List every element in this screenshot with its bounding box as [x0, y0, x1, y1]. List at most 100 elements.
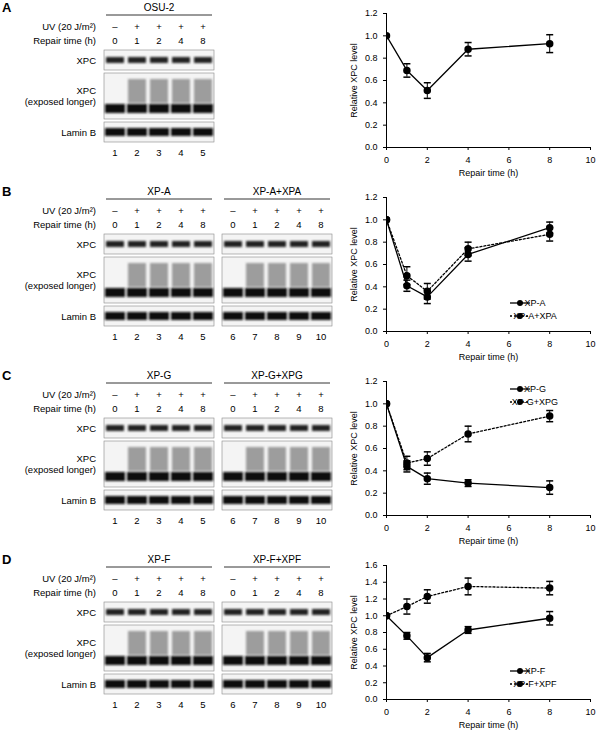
svg-text:0.2: 0.2: [365, 304, 378, 314]
svg-text:6: 6: [230, 699, 235, 710]
svg-text:+: +: [274, 573, 280, 584]
svg-text:9: 9: [296, 515, 301, 526]
svg-text:+: +: [178, 573, 184, 584]
svg-text:8: 8: [274, 515, 279, 526]
svg-text:2: 2: [156, 587, 161, 598]
svg-text:+: +: [156, 573, 162, 584]
svg-text:8: 8: [547, 707, 552, 717]
svg-text:XPC(exposed longer): XPC(exposed longer): [25, 453, 96, 475]
svg-text:2: 2: [425, 155, 430, 165]
svg-text:5: 5: [200, 699, 205, 710]
svg-text:6: 6: [230, 515, 235, 526]
svg-text:XP-G+XPG: XP-G+XPG: [251, 370, 303, 381]
svg-text:1: 1: [134, 35, 139, 46]
svg-text:2: 2: [425, 707, 430, 717]
svg-text:5: 5: [200, 515, 205, 526]
svg-text:Lamin B: Lamin B: [61, 495, 96, 506]
svg-text:8: 8: [318, 219, 323, 230]
svg-text:5: 5: [200, 147, 205, 158]
svg-text:+: +: [318, 573, 324, 584]
svg-text:UV (20 J/m²): UV (20 J/m²): [42, 21, 96, 32]
svg-text:+: +: [178, 389, 184, 400]
svg-text:XPC: XPC: [76, 423, 96, 434]
svg-text:2: 2: [274, 587, 279, 598]
svg-text:4: 4: [296, 219, 301, 230]
svg-text:8: 8: [200, 403, 205, 414]
svg-text:4: 4: [178, 587, 183, 598]
svg-text:D: D: [2, 552, 11, 567]
svg-text:Repair time (h): Repair time (h): [459, 720, 519, 730]
svg-text:+: +: [252, 389, 258, 400]
svg-text:0: 0: [112, 587, 117, 598]
svg-text:1: 1: [134, 403, 139, 414]
svg-text:1.0: 1.0: [365, 215, 378, 225]
svg-text:8: 8: [200, 35, 205, 46]
svg-text:–: –: [230, 205, 236, 216]
svg-text:8: 8: [547, 155, 552, 165]
svg-text:0.4: 0.4: [365, 661, 378, 671]
svg-text:4: 4: [178, 35, 183, 46]
svg-text:0.6: 0.6: [365, 443, 378, 453]
svg-text:0: 0: [230, 587, 235, 598]
svg-text:Relative XPC level: Relative XPC level: [349, 227, 359, 302]
svg-text:2: 2: [274, 219, 279, 230]
svg-text:XP-A+XPA: XP-A+XPA: [513, 311, 557, 321]
svg-text:UV (20 J/m²): UV (20 J/m²): [42, 389, 96, 400]
svg-text:Lamin B: Lamin B: [61, 311, 96, 322]
svg-text:+: +: [200, 389, 206, 400]
svg-text:B: B: [2, 184, 11, 199]
svg-text:10: 10: [316, 699, 327, 710]
svg-text:+: +: [296, 389, 302, 400]
svg-text:–: –: [112, 389, 118, 400]
svg-text:+: +: [200, 205, 206, 216]
svg-text:8: 8: [200, 587, 205, 598]
svg-text:XP-A: XP-A: [524, 298, 545, 308]
svg-text:0.8: 0.8: [365, 237, 378, 247]
svg-text:1: 1: [252, 587, 257, 598]
svg-text:+: +: [178, 205, 184, 216]
svg-text:1: 1: [134, 587, 139, 598]
svg-text:4: 4: [178, 147, 183, 158]
svg-text:4: 4: [178, 331, 183, 342]
svg-text:4: 4: [466, 339, 471, 349]
svg-text:10: 10: [585, 523, 595, 533]
svg-text:8: 8: [274, 331, 279, 342]
svg-text:XP-A+XPA: XP-A+XPA: [253, 186, 302, 197]
svg-text:Repair time (h): Repair time (h): [459, 168, 519, 178]
svg-text:+: +: [156, 389, 162, 400]
svg-text:+: +: [178, 21, 184, 32]
svg-text:0: 0: [112, 219, 117, 230]
svg-text:XP-G: XP-G: [524, 384, 546, 394]
svg-text:–: –: [230, 389, 236, 400]
svg-text:1.2: 1.2: [365, 594, 378, 604]
svg-text:8: 8: [318, 587, 323, 598]
svg-text:4: 4: [296, 587, 301, 598]
svg-text:4: 4: [178, 515, 183, 526]
svg-text:2: 2: [156, 35, 161, 46]
svg-text:6: 6: [506, 339, 511, 349]
svg-text:1.6: 1.6: [365, 560, 378, 570]
svg-text:0.2: 0.2: [365, 488, 378, 498]
svg-text:0.8: 0.8: [365, 53, 378, 63]
svg-text:0.0: 0.0: [365, 142, 378, 152]
svg-text:UV (20 J/m²): UV (20 J/m²): [42, 573, 96, 584]
svg-text:6: 6: [506, 155, 511, 165]
svg-text:10: 10: [585, 155, 595, 165]
svg-text:7: 7: [252, 515, 257, 526]
svg-text:+: +: [318, 389, 324, 400]
svg-text:Repair time (h): Repair time (h): [33, 587, 96, 598]
svg-text:+: +: [134, 21, 140, 32]
svg-text:3: 3: [156, 515, 161, 526]
svg-text:Repair time (h): Repair time (h): [33, 35, 96, 46]
svg-text:1: 1: [112, 331, 117, 342]
svg-text:0.0: 0.0: [365, 326, 378, 336]
svg-text:Repair time (h): Repair time (h): [459, 536, 519, 546]
svg-text:2: 2: [156, 403, 161, 414]
svg-text:–: –: [112, 573, 118, 584]
svg-text:+: +: [156, 205, 162, 216]
svg-text:+: +: [274, 205, 280, 216]
svg-text:8: 8: [547, 523, 552, 533]
svg-text:+: +: [296, 205, 302, 216]
svg-text:+: +: [252, 205, 258, 216]
svg-text:9: 9: [296, 331, 301, 342]
